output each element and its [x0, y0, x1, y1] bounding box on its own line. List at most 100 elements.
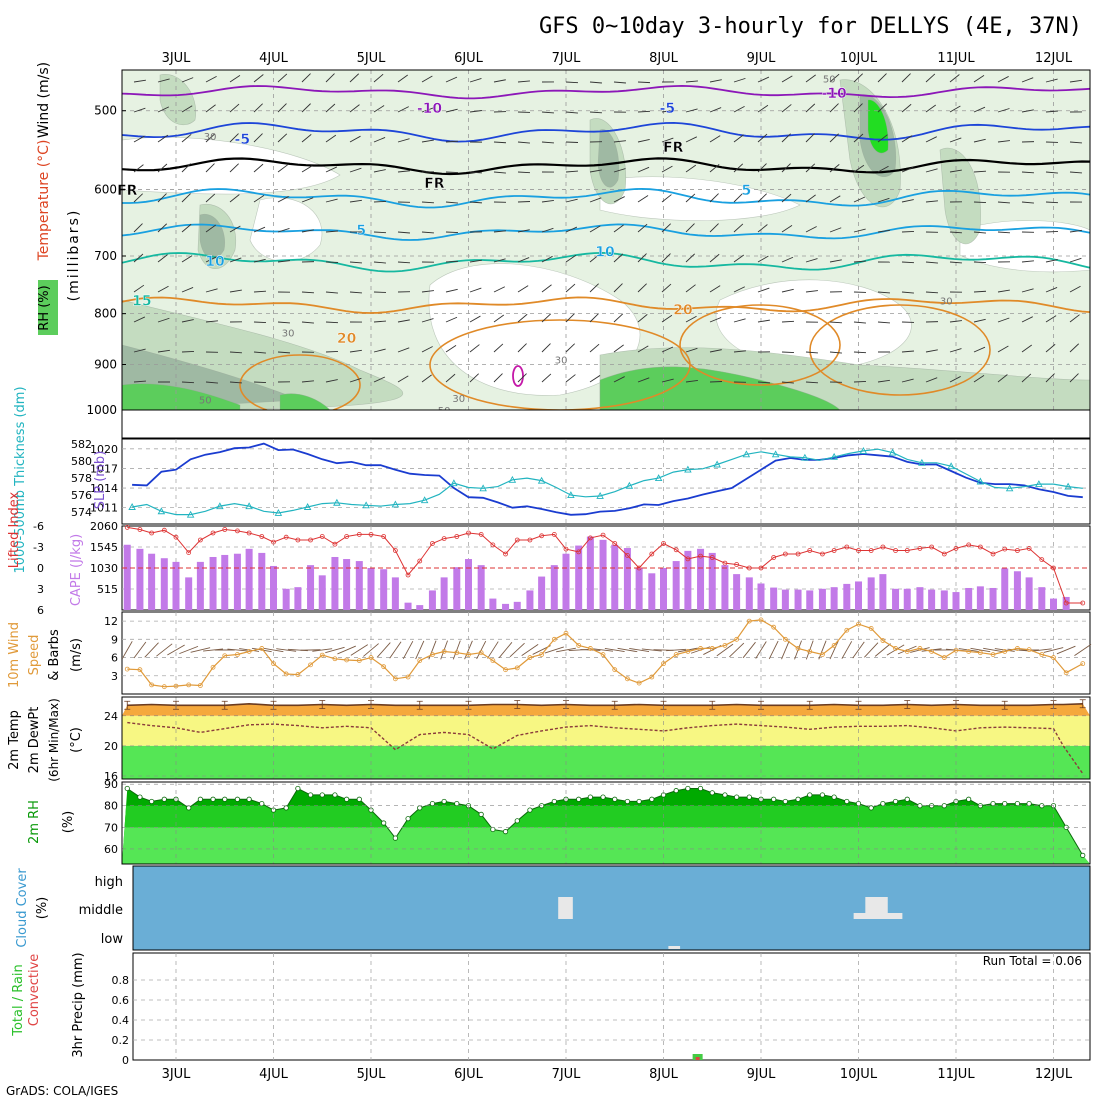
barb-134 — [421, 139, 434, 143]
barb-358 — [901, 261, 915, 264]
side-label-total-rain: Total / Rain — [11, 964, 26, 1037]
side-label-cloud-cover: Cloud Cover — [15, 868, 30, 948]
thickness-point-28 — [537, 476, 546, 484]
cloud-level-label-high: high — [95, 875, 123, 890]
barb-186 — [517, 373, 527, 383]
li-point-61 — [868, 548, 874, 553]
barb-302 — [781, 225, 793, 233]
barb-111 — [373, 105, 385, 113]
wind-point-66 — [929, 649, 935, 654]
barb-72 — [277, 260, 290, 263]
contour-label-2: -5 — [235, 132, 251, 148]
barb-333 — [853, 164, 865, 173]
barb-32 — [181, 381, 195, 384]
barb-82 — [301, 229, 314, 233]
wind-barb-55 — [794, 640, 802, 660]
side-label-temperature: Temperature (°C) — [36, 140, 52, 262]
rh-point-38 — [587, 794, 593, 800]
barb-422 — [1045, 201, 1059, 204]
barb-182 — [517, 257, 530, 263]
rh-shade-19 — [599, 366, 841, 411]
y-tick-label-3: 0.6 — [112, 994, 130, 1007]
barb-7 — [133, 284, 145, 293]
barb-29 — [181, 287, 194, 293]
wind-barb-76 — [1043, 647, 1064, 653]
rh-label-1: 50 — [823, 74, 836, 85]
wind-point-14 — [295, 672, 301, 677]
li-point-75 — [1039, 557, 1045, 562]
barb-384 — [949, 376, 961, 383]
rh-point-5 — [186, 805, 192, 811]
barb-305 — [781, 320, 795, 323]
wind-point-36 — [563, 630, 569, 636]
barb-39 — [205, 256, 217, 263]
barb-188 — [541, 111, 554, 114]
rh-point-30 — [490, 826, 496, 833]
wind-barb-39 — [593, 648, 614, 652]
barb-78 — [301, 103, 311, 113]
li-point-25 — [430, 541, 435, 546]
barb-410 — [1021, 171, 1035, 174]
barb-114 — [373, 200, 387, 203]
wind-barb-17 — [325, 646, 345, 654]
contour-label-10: 10 — [595, 245, 615, 261]
minmax-bar-36 — [1001, 700, 1008, 710]
wind-point-18 — [344, 657, 350, 663]
cape-bar-55 — [794, 589, 802, 610]
barb-406 — [997, 374, 1008, 383]
wind-barb-46 — [677, 647, 698, 653]
wind-point-42 — [636, 680, 642, 686]
barb-283 — [733, 318, 746, 323]
barb-246 — [661, 194, 672, 203]
barb-196 — [541, 343, 551, 353]
wind-point-77 — [1063, 670, 1069, 676]
barb-290 — [757, 193, 767, 203]
wind-barb-0 — [121, 641, 133, 659]
side-label-barbs: & Barbs — [47, 629, 62, 681]
barb-294 — [757, 319, 770, 323]
wind-point-40 — [612, 667, 618, 673]
wind-point-71 — [990, 652, 996, 657]
barb-168 — [493, 171, 506, 174]
barb-365 — [925, 136, 937, 143]
barb-397 — [997, 108, 1010, 113]
y-tick-label-1000: 1000 — [86, 403, 117, 417]
barb-215 — [589, 254, 600, 263]
y-axis-label-ms: (m/s) — [69, 638, 84, 672]
y-tick-label-6: 6 — [111, 652, 118, 665]
barb-74 — [277, 321, 290, 324]
thickness-point-22 — [450, 479, 458, 487]
warm-contour-2 — [809, 304, 991, 396]
contour-label-4: FR — [117, 183, 138, 199]
cape-bar-66 — [928, 589, 936, 610]
side-label-2m-rh: 2m RH — [27, 800, 42, 844]
barb-363 — [925, 73, 936, 83]
wind-point-57 — [820, 652, 825, 657]
barb-321 — [829, 133, 839, 143]
contour-label-9: 10 — [205, 254, 225, 270]
cape-bar-63 — [892, 588, 900, 610]
cape-bar-46 — [684, 550, 692, 610]
rh-point-14 — [295, 785, 301, 792]
barb-426 — [1045, 315, 1057, 323]
temp2m-panel: 16 20 24 2m Temp 2m DewPt (6hr Min/Max) (°C) — [7, 696, 1091, 783]
li-point-21 — [381, 534, 387, 539]
wind-barb-4 — [167, 644, 185, 656]
thickness-point-56 — [947, 462, 955, 470]
li-point-18 — [344, 534, 350, 539]
barb-390 — [973, 231, 986, 234]
wind-point-15 — [308, 662, 313, 668]
barb-234 — [637, 166, 650, 173]
barb-183 — [517, 285, 529, 293]
li-point-34 — [539, 533, 545, 539]
barb-336 — [853, 260, 866, 263]
barb-19 — [157, 317, 170, 323]
li-point-38 — [587, 535, 593, 541]
y-axis-label-cloud-percent: (%) — [35, 897, 50, 920]
barb-297 — [781, 75, 793, 83]
li-point-33 — [527, 537, 533, 543]
barb-176 — [517, 80, 530, 83]
barb-141 — [421, 346, 433, 353]
barb-395 — [973, 374, 985, 383]
barb-352 — [901, 73, 911, 83]
